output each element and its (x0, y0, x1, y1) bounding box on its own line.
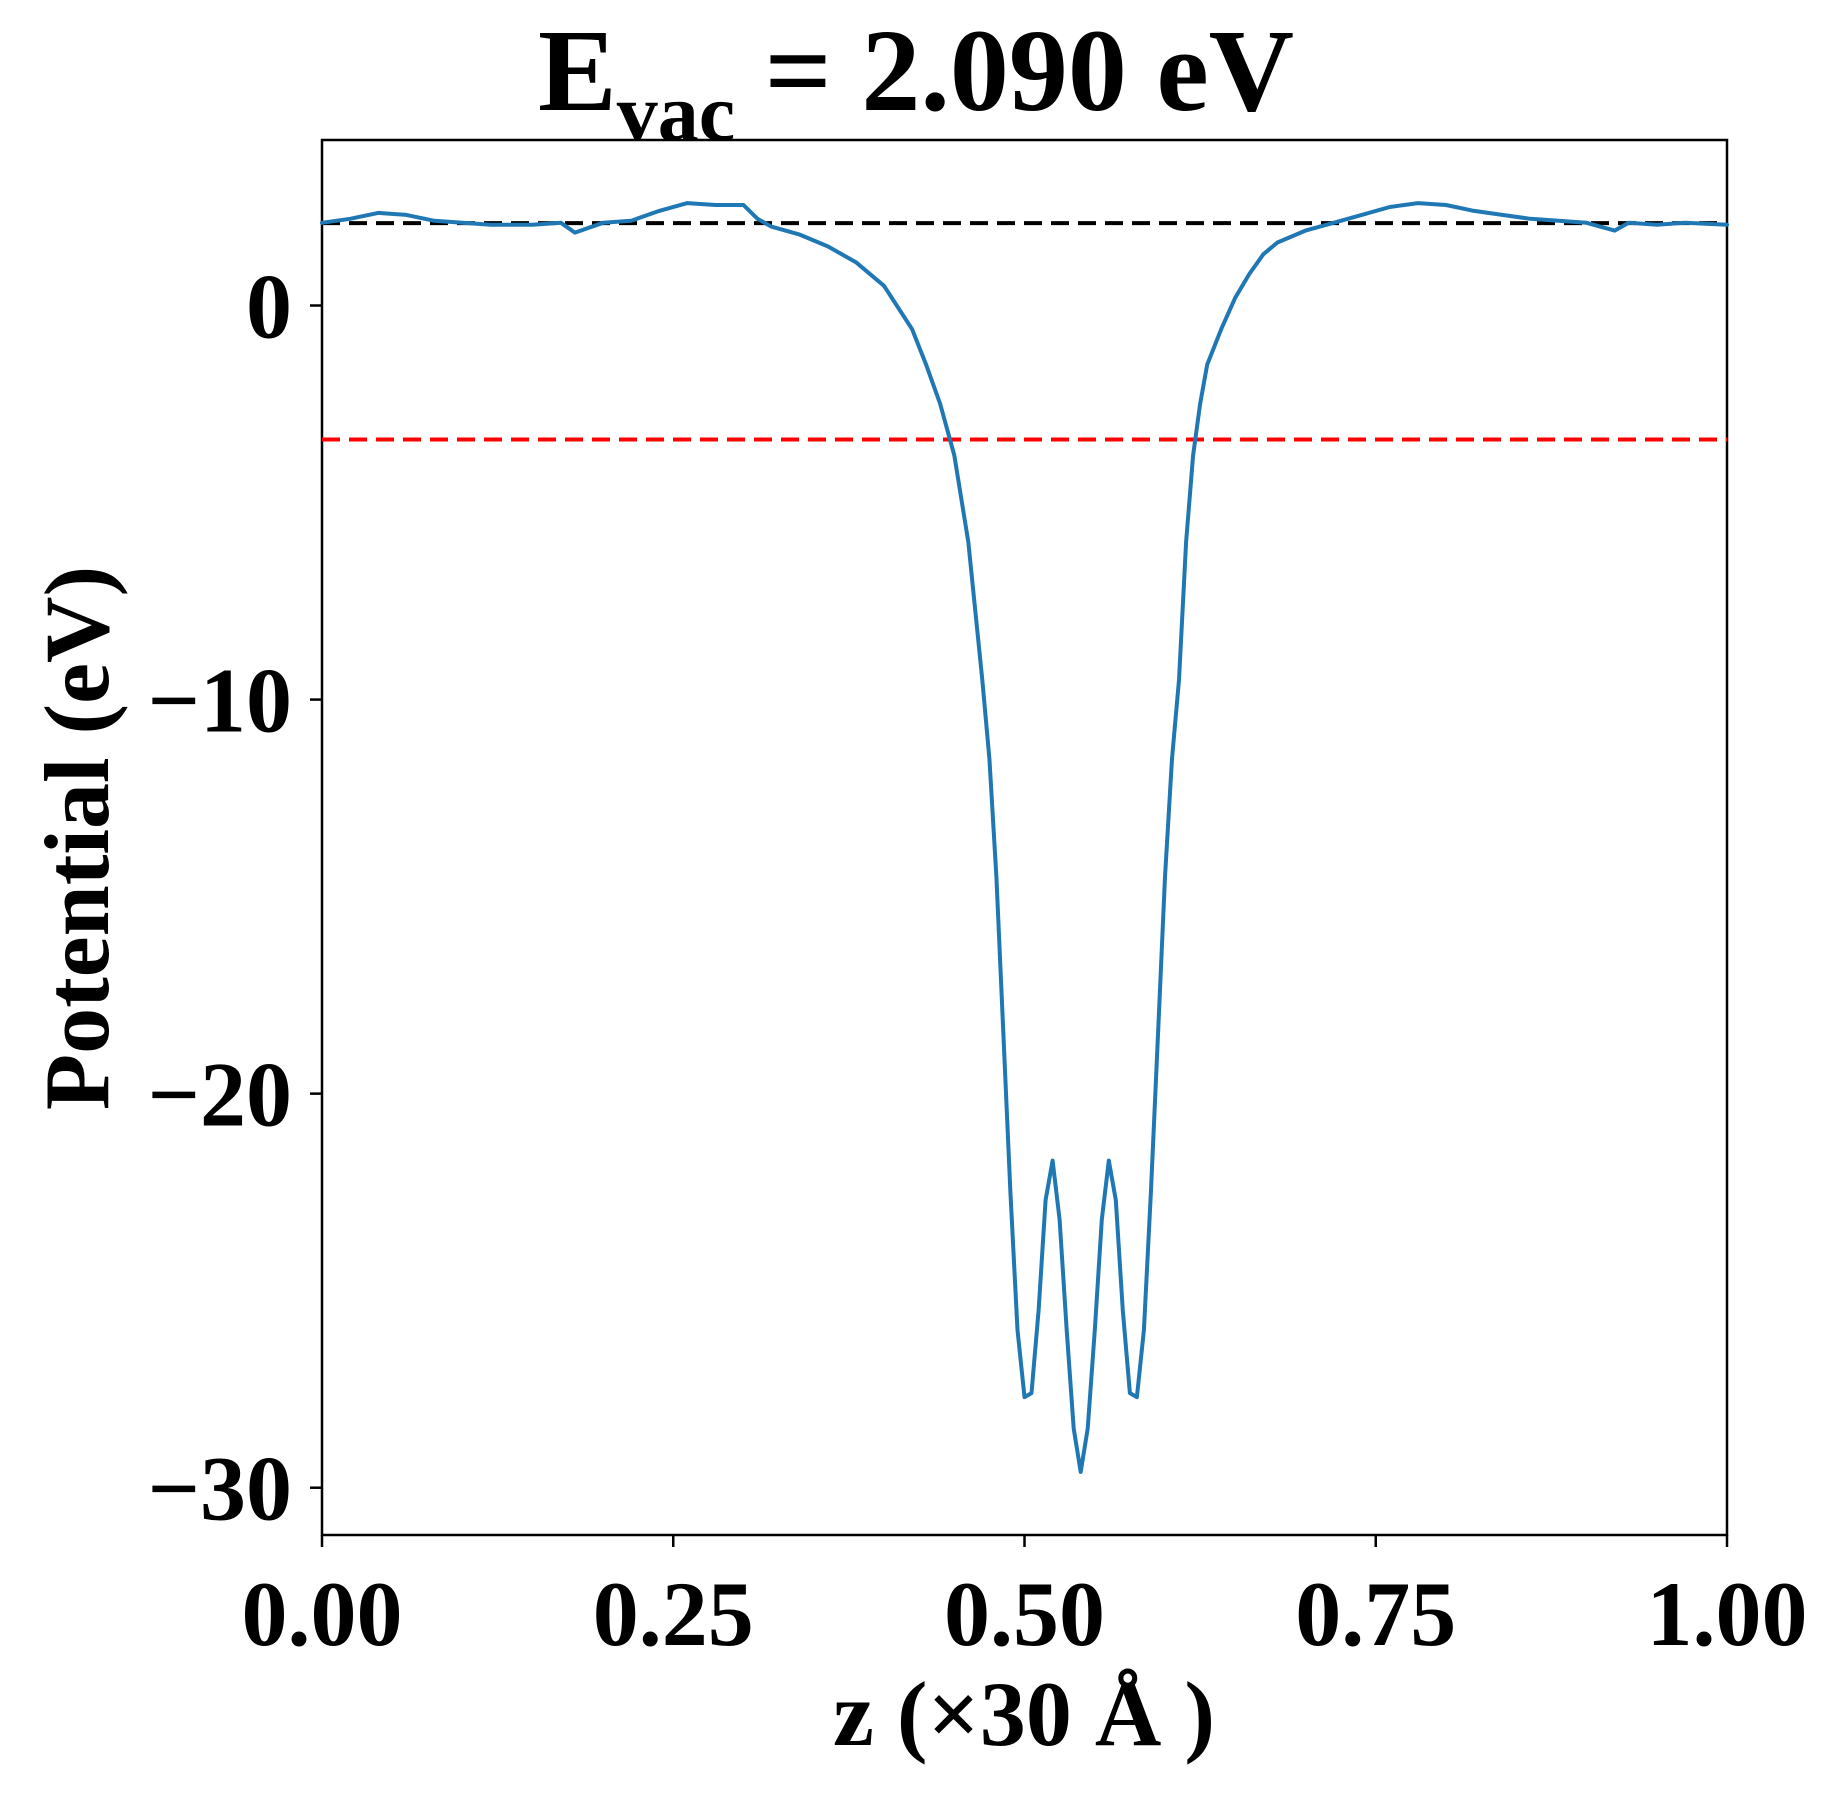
x-tick-label: 0.00 (242, 1563, 403, 1665)
x-tick-label: 0.50 (944, 1563, 1105, 1665)
y-tick-label: −10 (148, 650, 292, 752)
x-axis-label: z (×30 Å ) (833, 1663, 1215, 1765)
x-axis-ticks: 0.00 0.25 0.50 0.75 1.00 (242, 1535, 1808, 1665)
reference-lines (322, 221, 1727, 442)
chart-title-rest: = 2.090 eV (735, 5, 1294, 136)
series-line-0 (320, 201, 1729, 1474)
y-axis-ticks: 0 −10 −20 −30 (148, 256, 322, 1540)
y-tick-label: −30 (148, 1438, 292, 1540)
x-tick-label: 0.75 (1295, 1563, 1456, 1665)
x-tick-label: 1.00 (1647, 1563, 1808, 1665)
chart-title-main: E (538, 5, 617, 136)
y-axis-label: Potential (eV) (26, 566, 128, 1110)
chart-title: Evac = 2.090 eV (538, 5, 1294, 158)
series-layer (320, 201, 1729, 1474)
y-tick-label: 0 (246, 256, 292, 358)
plot-area-frame (320, 138, 1729, 1537)
chart-title-subscript: vac (617, 67, 735, 158)
y-tick-label: −20 (148, 1044, 292, 1146)
x-tick-label: 0.25 (593, 1563, 754, 1665)
